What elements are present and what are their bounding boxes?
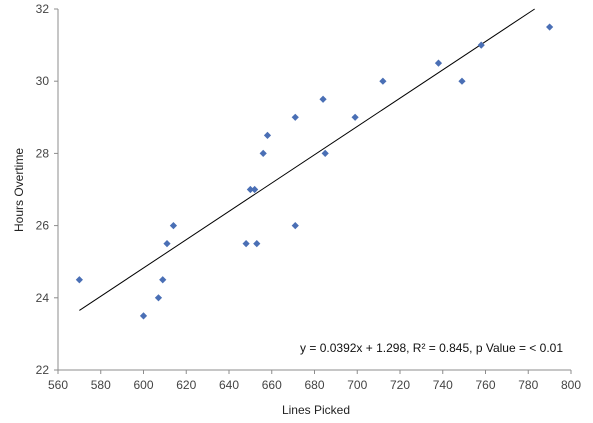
data-point bbox=[434, 59, 443, 67]
x-tick-label: 640 bbox=[219, 378, 239, 392]
x-tick-label: 800 bbox=[561, 378, 581, 392]
data-point bbox=[169, 222, 178, 230]
x-tick-label: 680 bbox=[304, 378, 324, 392]
x-tick-label: 720 bbox=[390, 378, 410, 392]
y-axis-title: Hours Overtime bbox=[12, 148, 26, 232]
y-tick-label: 22 bbox=[36, 363, 50, 377]
y-tick-label: 28 bbox=[36, 146, 50, 160]
data-point bbox=[458, 77, 466, 85]
x-tick-label: 560 bbox=[48, 378, 68, 392]
data-point bbox=[291, 222, 299, 230]
x-tick-label: 660 bbox=[262, 378, 282, 392]
y-tick-label: 24 bbox=[36, 291, 50, 305]
x-tick-label: 600 bbox=[133, 378, 153, 392]
data-points bbox=[75, 23, 554, 320]
x-axis-ticks: 560 580 600 620 640 660 680 700 720 740 760 780 800 bbox=[48, 370, 581, 392]
x-tick-label: 700 bbox=[347, 378, 367, 392]
data-point bbox=[154, 294, 163, 302]
y-axis-ticks: 22 24 26 28 30 32 bbox=[36, 2, 58, 377]
x-tick-label: 620 bbox=[176, 378, 196, 392]
x-axis-title: Lines Picked bbox=[282, 403, 350, 417]
data-point bbox=[379, 77, 387, 85]
data-point bbox=[319, 95, 327, 103]
data-point bbox=[251, 185, 259, 194]
data-point bbox=[242, 240, 250, 248]
data-point bbox=[351, 113, 359, 121]
data-point bbox=[163, 240, 171, 248]
data-point bbox=[546, 23, 554, 31]
y-tick-label: 32 bbox=[36, 2, 50, 16]
x-tick-label: 740 bbox=[433, 378, 453, 392]
data-point bbox=[159, 276, 167, 284]
x-tick-label: 760 bbox=[475, 378, 495, 392]
data-point bbox=[253, 240, 261, 248]
y-tick-label: 30 bbox=[36, 74, 50, 88]
data-point bbox=[259, 149, 267, 157]
data-point bbox=[246, 185, 254, 194]
data-point bbox=[263, 131, 272, 139]
data-point bbox=[477, 41, 485, 49]
data-point bbox=[139, 312, 148, 320]
x-tick-label: 580 bbox=[91, 378, 111, 392]
data-point bbox=[291, 113, 299, 121]
regression-annotation: y = 0.0392x + 1.298, R² = 0.845, p Value… bbox=[300, 341, 563, 355]
data-point bbox=[75, 276, 83, 284]
y-tick-label: 26 bbox=[36, 219, 50, 233]
data-point bbox=[321, 149, 329, 157]
trendline bbox=[79, 8, 535, 311]
x-tick-label: 780 bbox=[518, 378, 538, 392]
